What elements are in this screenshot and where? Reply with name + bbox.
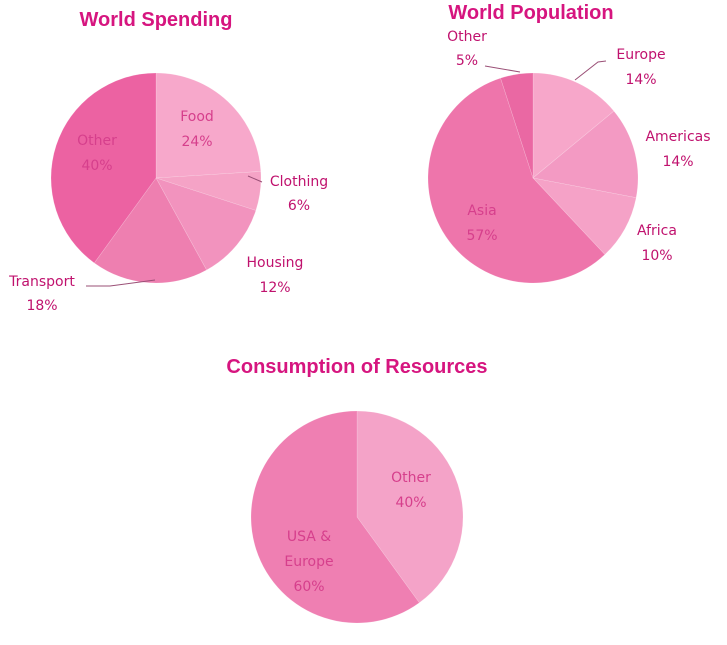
population-other-label: Other [447, 29, 487, 45]
world-spending-chart: World Spending Food 24% Clothing 6% Hous… [8, 9, 328, 314]
africa-value: 10% [641, 248, 672, 264]
consumption-pie [250, 410, 464, 624]
clothing-value: 6% [288, 198, 310, 214]
consumption-other-label: Other [391, 470, 431, 486]
pie-slice-world-population-africa [532, 177, 637, 255]
housing-value: 12% [259, 280, 290, 296]
pie-slice-world-population-asia [427, 77, 606, 284]
pie-slice-world-population-europe [532, 72, 615, 179]
usa-europe-value: 60% [293, 579, 324, 595]
pie-slice-consumption-of-resources-other [356, 410, 464, 604]
population-other-value: 5% [456, 53, 478, 69]
clothing-label: Clothing [270, 174, 328, 190]
transport-leader-line [86, 279, 156, 287]
consumption-of-resources-chart: Consumption of Resources Other 40% USA &… [226, 356, 488, 624]
world-spending-pie [50, 72, 262, 284]
food-label: Food [180, 109, 214, 125]
spending-other-label: Other [77, 133, 117, 149]
pie-slice-world-spending-housing [155, 177, 257, 271]
asia-value: 57% [466, 228, 497, 244]
transport-value: 18% [26, 298, 57, 314]
europe-value: 14% [625, 72, 656, 88]
pie-slice-world-population-other [500, 72, 534, 179]
spending-other-value: 40% [81, 158, 112, 174]
pie-slice-world-population-americas [532, 110, 639, 199]
food-value: 24% [181, 134, 212, 150]
consumption-title: Consumption of Resources [226, 356, 487, 378]
usa-europe-label-line2: Europe [284, 554, 333, 570]
americas-value: 14% [662, 154, 693, 170]
clothing-leader-line [247, 175, 263, 183]
pie-slice-world-spending-transport [93, 177, 207, 284]
consumption-other-value: 40% [395, 495, 426, 511]
usa-europe-label-line1: USA & [287, 529, 331, 545]
world-population-chart: World Population Other 5% Europe 14% Ame… [427, 2, 711, 284]
world-population-title: World Population [448, 2, 613, 24]
population-other-leader-line [484, 65, 521, 73]
pie-slice-world-spending-clothing [155, 171, 262, 211]
europe-label: Europe [616, 47, 665, 63]
transport-label: Transport [8, 274, 75, 290]
world-spending-title: World Spending [80, 9, 233, 31]
americas-label: Americas [645, 129, 710, 145]
pie-slice-world-spending-food [155, 72, 262, 179]
housing-label: Housing [247, 255, 304, 271]
europe-leader-line [574, 60, 607, 81]
pie-slice-world-spending-other [50, 72, 157, 264]
africa-label: Africa [637, 223, 677, 239]
world-population-pie [427, 72, 639, 284]
pie-slice-consumption-of-resources-usa-and-europe [250, 410, 420, 624]
asia-label: Asia [467, 203, 496, 219]
